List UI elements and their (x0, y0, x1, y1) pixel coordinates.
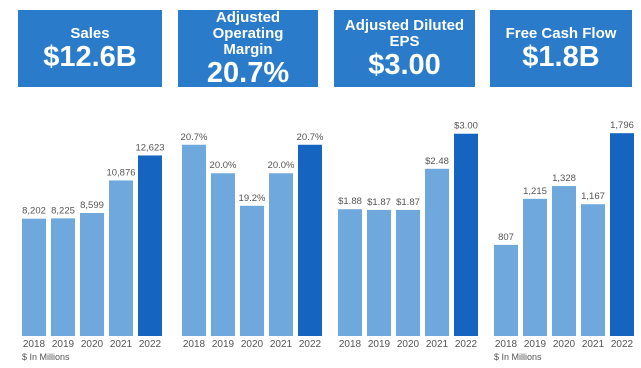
header-box: Adjusted Diluted EPS $3.00 (334, 10, 475, 87)
value-label: $3.00 (454, 121, 478, 132)
header-title: Adjusted Operating Margin (212, 8, 284, 58)
header-value: 20.7% (206, 56, 290, 89)
bar (51, 218, 75, 336)
x-tick-label: 2020 (81, 339, 104, 350)
bar (425, 168, 449, 336)
value-label: 19.2% (239, 193, 266, 204)
bar (338, 209, 362, 336)
value-label: 10,876 (106, 167, 135, 178)
value-label: 20.7% (181, 132, 208, 143)
value-label: 20.0% (210, 160, 237, 171)
value-label: $2.48 (425, 156, 449, 167)
bar (396, 209, 420, 336)
bar (269, 173, 293, 336)
bar (523, 198, 547, 336)
bar (581, 204, 605, 336)
x-tick-label: 2020 (397, 339, 420, 350)
header-box: Free Cash Flow $1.8B (490, 10, 632, 87)
value-label: 20.7% (297, 132, 324, 143)
bar (80, 213, 104, 336)
x-tick-label: 2022 (139, 339, 162, 350)
bar (22, 218, 46, 336)
header-title: Adjusted Diluted EPS (344, 16, 465, 50)
header-value: $1.8B (522, 40, 600, 73)
x-tick-label: 2019 (368, 339, 391, 350)
x-tick-label: 2018 (23, 339, 46, 350)
value-label: $1.87 (396, 197, 420, 208)
value-label: 1,167 (581, 191, 605, 202)
x-tick-label: 2022 (611, 339, 634, 350)
x-tick-label: 2018 (339, 339, 362, 350)
bar (298, 144, 322, 336)
value-label: 1,215 (523, 186, 547, 197)
note: $ In Millions (22, 352, 70, 362)
x-tick-label: 2019 (212, 339, 235, 350)
x-tick-label: 2022 (299, 339, 322, 350)
value-label: 8,202 (22, 206, 46, 217)
bar (610, 133, 634, 336)
bar (109, 180, 133, 336)
value-label: 12,623 (135, 142, 164, 153)
header-box: Adjusted Operating Margin 20.7% (178, 8, 318, 89)
x-tick-label: 2021 (110, 339, 133, 350)
value-label: 1,796 (610, 120, 634, 131)
value-label: $1.87 (367, 197, 391, 208)
bar (182, 144, 206, 336)
value-label: 807 (498, 232, 514, 243)
header-box: Sales $12.6B (18, 10, 162, 87)
x-tick-label: 2019 (524, 339, 547, 350)
value-label: 1,328 (552, 173, 576, 184)
header-value: $12.6B (43, 40, 137, 73)
x-tick-label: 2021 (426, 339, 449, 350)
bar (494, 244, 518, 336)
bar (211, 173, 235, 336)
bar (367, 209, 391, 336)
note: $ In Millions (494, 352, 542, 362)
x-tick-label: 2020 (241, 339, 264, 350)
bar (240, 205, 264, 336)
x-tick-label: 2018 (183, 339, 206, 350)
value-label: $1.88 (338, 196, 362, 207)
value-label: 8,599 (80, 200, 104, 211)
header-title: Sales (70, 24, 110, 42)
value-label: 20.0% (268, 160, 295, 171)
x-tick-label: 2021 (270, 339, 293, 350)
header-title: Free Cash Flow (505, 24, 617, 42)
x-tick-label: 2020 (553, 339, 576, 350)
bar (454, 133, 478, 336)
x-tick-label: 2018 (495, 339, 518, 350)
bar (552, 186, 576, 336)
value-label: 8,225 (51, 205, 75, 216)
x-tick-label: 2021 (582, 339, 605, 350)
header-value: $3.00 (368, 48, 441, 81)
x-tick-label: 2019 (52, 339, 75, 350)
x-tick-label: 2022 (455, 339, 478, 350)
bar (138, 155, 162, 336)
